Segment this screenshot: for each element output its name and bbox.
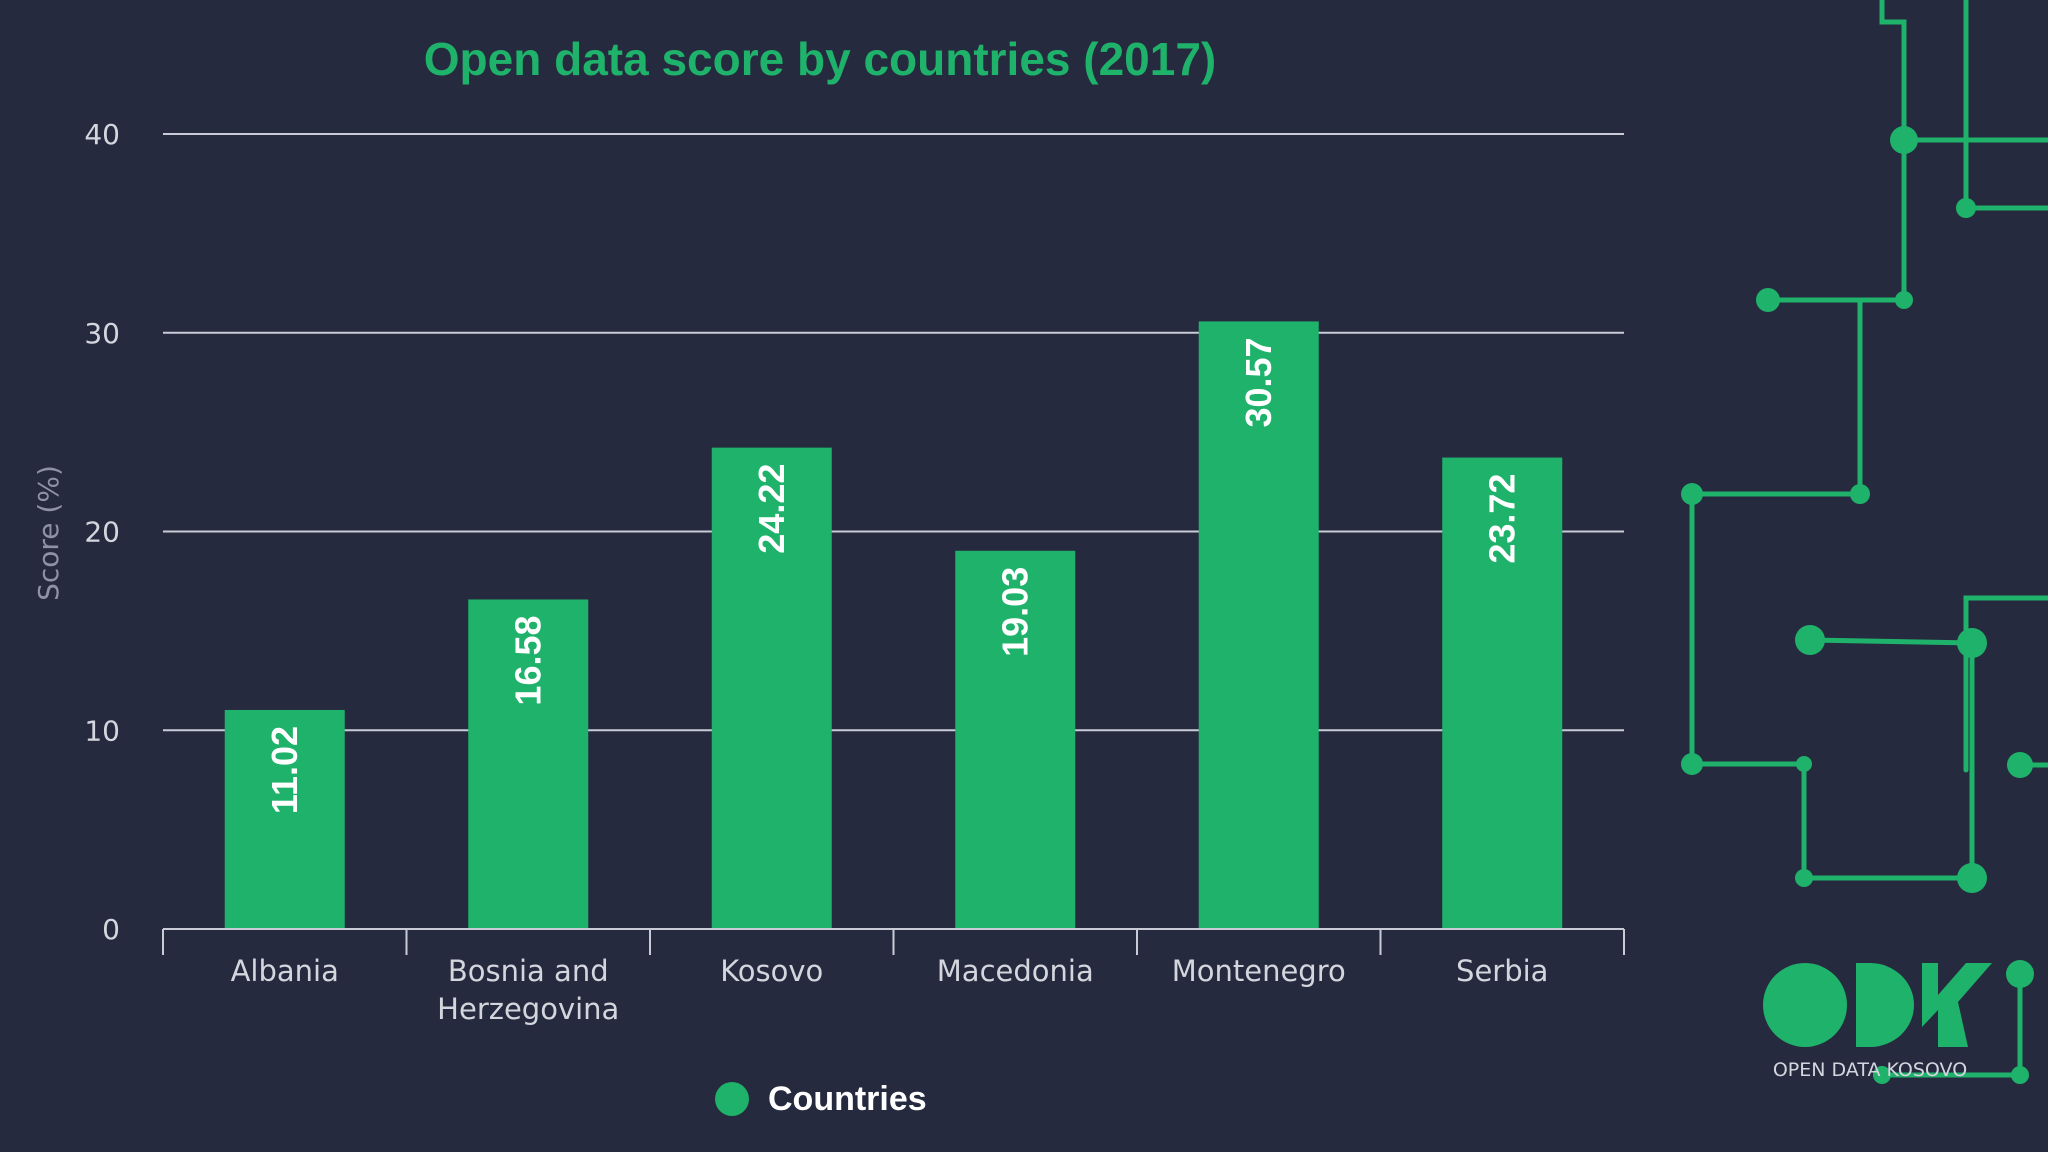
- x-tick-label: Herzegovina: [437, 992, 619, 1026]
- y-axis-ticks: 0 10 20 30 40: [84, 118, 120, 946]
- circuit-decoration: [1681, 0, 2048, 1084]
- x-tick-label: Albania: [231, 954, 339, 988]
- x-tick-label: Montenegro: [1172, 954, 1346, 988]
- circuit-node: [1795, 625, 1825, 655]
- logo-letter-k: [1922, 963, 1992, 1047]
- circuit-node: [1957, 863, 1987, 893]
- y-tick-label: 10: [84, 714, 120, 747]
- circuit-node: [2007, 752, 2033, 778]
- circuit-trace: [1807, 637, 1975, 881]
- bar-value-label: 16.58: [508, 615, 549, 705]
- legend-marker: [715, 1082, 749, 1116]
- y-tick-label: 40: [84, 118, 120, 151]
- odk-logo: OPEN DATA KOSOVO: [1763, 963, 1992, 1081]
- x-tick-label: Kosovo: [720, 954, 823, 988]
- bars: 11.02 16.58 24.22 19.03 30.57 23.72: [224, 321, 1563, 929]
- x-axis: [162, 928, 1625, 955]
- y-tick-label: 20: [84, 516, 120, 549]
- bar-value-label: 23.72: [1482, 474, 1523, 564]
- bar-value-label: 19.03: [995, 567, 1036, 657]
- circuit-node: [1895, 291, 1913, 309]
- logo-letter-d: [1856, 963, 1914, 1047]
- circuit-node: [2011, 1066, 2029, 1084]
- circuit-node: [1850, 484, 1870, 504]
- logo-caption: OPEN DATA KOSOVO: [1773, 1059, 1967, 1081]
- circuit-trace: [1963, 0, 2048, 211]
- x-axis-labels: Albania Bosnia and Herzegovina Kosovo Macedo…: [231, 954, 1549, 1026]
- logo-letter-o: [1763, 963, 1847, 1047]
- bar[interactable]: [955, 550, 1076, 929]
- circuit-node: [1957, 628, 1987, 658]
- circuit-trace: [1963, 595, 2048, 773]
- bar-value-label: 30.57: [1238, 337, 1279, 427]
- circuit-node: [1795, 869, 1813, 887]
- circuit-node: [2006, 960, 2034, 988]
- bar[interactable]: [468, 599, 589, 929]
- legend-label: Countries: [768, 1080, 927, 1118]
- circuit-node: [1956, 198, 1976, 218]
- bar[interactable]: [224, 709, 345, 929]
- gridlines: [163, 133, 1624, 732]
- circuit-trace: [1879, 0, 1907, 303]
- bar-value-label: 24.22: [751, 464, 792, 554]
- chart-title: Open data score by countries (2017): [424, 33, 1217, 85]
- circuit-node: [1796, 756, 1812, 772]
- x-tick-label: Bosnia and: [448, 954, 609, 988]
- x-tick-label: Serbia: [1456, 954, 1548, 988]
- bar[interactable]: [1198, 321, 1319, 929]
- circuit-node: [1681, 483, 1703, 505]
- bar-value-label: 11.02: [264, 726, 305, 814]
- x-tick-label: Macedonia: [937, 954, 1094, 988]
- y-tick-label: 30: [84, 317, 120, 350]
- circuit-node: [1890, 126, 1918, 154]
- y-tick-label: 0: [102, 913, 120, 946]
- legend[interactable]: Countries: [715, 1080, 927, 1118]
- circuit-trace: [1689, 297, 1975, 881]
- bar[interactable]: [711, 447, 832, 929]
- bar[interactable]: [1442, 457, 1563, 929]
- circuit-node: [1681, 753, 1703, 775]
- y-axis-title: Score (%): [32, 465, 65, 601]
- circuit-node: [1873, 1066, 1891, 1084]
- circuit-node: [1756, 288, 1780, 312]
